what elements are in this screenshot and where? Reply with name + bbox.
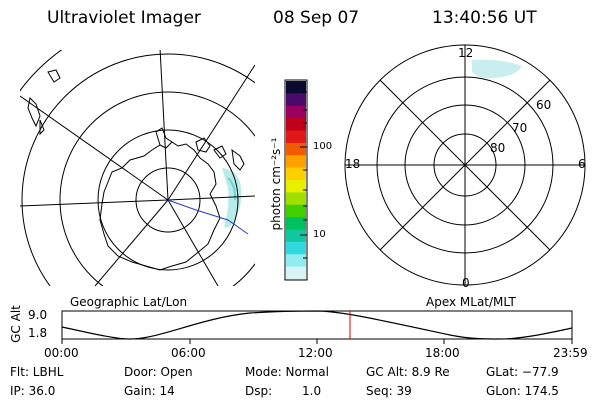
satellite-track bbox=[167, 199, 249, 235]
status-glon: GLon: 174.5 bbox=[486, 384, 559, 398]
coastline-antarctica bbox=[99, 141, 221, 271]
coastline-new-zealand bbox=[27, 96, 45, 136]
orbit-ylabel: GC Alt bbox=[9, 305, 23, 343]
colorbar-tick-10: 10 bbox=[313, 229, 326, 240]
colorbar-segment bbox=[286, 155, 306, 169]
colorbar-segment bbox=[286, 204, 306, 218]
instrument-title: Ultraviolet Imager bbox=[47, 8, 201, 28]
coastline-south-america bbox=[231, 148, 245, 171]
colorbar-segment bbox=[286, 180, 306, 193]
orbit-xtick-1200: 12:00 bbox=[298, 346, 333, 360]
lon-line bbox=[167, 64, 255, 201]
mlt-label-6: 6 bbox=[578, 157, 586, 171]
lat-circle bbox=[135, 167, 201, 233]
date-label: 08 Sep 07 bbox=[273, 8, 360, 28]
altitude-curve bbox=[61, 310, 573, 340]
colorbar-frame bbox=[284, 79, 308, 281]
mlt-label-18: 18 bbox=[345, 157, 361, 171]
geographic-map-panel bbox=[20, 50, 255, 286]
orbit-xtick-1800: 18:00 bbox=[425, 346, 460, 360]
apex-caption: Apex MLat/MLT bbox=[426, 295, 516, 309]
status-door: Door: Open bbox=[124, 365, 193, 379]
colorbar-segment bbox=[286, 229, 306, 243]
colorbar-segment bbox=[286, 266, 306, 280]
status-seq: Seq: 39 bbox=[366, 384, 412, 398]
colorbar-segment bbox=[286, 81, 306, 94]
orbit-ytick-top: 9.0 bbox=[28, 308, 48, 322]
orbit-ytick-bottom: 1.8 bbox=[28, 326, 48, 340]
colorbar-segment bbox=[286, 93, 306, 107]
apex-polar-panel bbox=[344, 44, 586, 286]
colorbar-segment bbox=[286, 105, 306, 119]
lon-line bbox=[20, 95, 169, 201]
colorbar-segment bbox=[286, 254, 306, 268]
geographic-caption: Geographic Lat/Lon bbox=[70, 295, 188, 309]
colorbar-segment bbox=[286, 192, 306, 206]
colorbar-unit-label: photon cm⁻²s⁻¹ bbox=[269, 137, 283, 231]
colorbar bbox=[286, 81, 306, 280]
colorbar-segment bbox=[286, 118, 306, 132]
lon-line bbox=[94, 199, 169, 286]
mlt-label-0: 0 bbox=[462, 276, 470, 290]
status-gc-alt: GC Alt: 8.9 Re bbox=[366, 365, 450, 379]
mlat-label-70: 70 bbox=[512, 121, 528, 135]
lat-circle bbox=[97, 129, 239, 271]
orbit-altitude-plot bbox=[61, 310, 573, 344]
mlat-label-60: 60 bbox=[536, 98, 552, 112]
coastline-islands bbox=[195, 137, 227, 159]
lat-circle bbox=[21, 53, 255, 286]
colorbar-tick-100: 100 bbox=[313, 141, 333, 152]
coastline-peninsula bbox=[155, 127, 173, 146]
lon-line bbox=[167, 199, 219, 286]
coastline-tasmania bbox=[47, 69, 61, 83]
status-gain: Gain: 14 bbox=[124, 384, 175, 398]
orbit-xtick-0600: 06:00 bbox=[171, 346, 206, 360]
lat-circle bbox=[59, 91, 255, 286]
time-label: 13:40:56 UT bbox=[432, 8, 537, 28]
colorbar-segment bbox=[286, 142, 306, 156]
colorbar-segment bbox=[286, 217, 306, 231]
status-glat: GLat: −77.9 bbox=[486, 365, 559, 379]
orbit-xtick-0000: 00:00 bbox=[44, 346, 79, 360]
colorbar-segment bbox=[286, 130, 306, 144]
status-mode: Mode: Normal bbox=[245, 365, 329, 379]
mlat-label-80: 80 bbox=[490, 141, 506, 155]
status-dsp-value: 1.0 bbox=[302, 384, 322, 398]
status-ip: IP: 36.0 bbox=[10, 384, 56, 398]
status-dsp-label: Dsp: bbox=[245, 384, 273, 398]
lon-line bbox=[159, 50, 169, 201]
colorbar-segment bbox=[286, 241, 306, 255]
aurora-emission-mlt bbox=[472, 59, 522, 79]
mlt-label-12: 12 bbox=[458, 46, 474, 60]
orbit-plot-frame bbox=[61, 310, 573, 340]
colorbar-segment bbox=[286, 167, 306, 181]
status-filter: Flt: LBHL bbox=[10, 365, 64, 379]
orbit-xtick-2359: 23:59 bbox=[553, 346, 588, 360]
mlt-line bbox=[379, 79, 551, 251]
lon-line bbox=[20, 199, 169, 207]
